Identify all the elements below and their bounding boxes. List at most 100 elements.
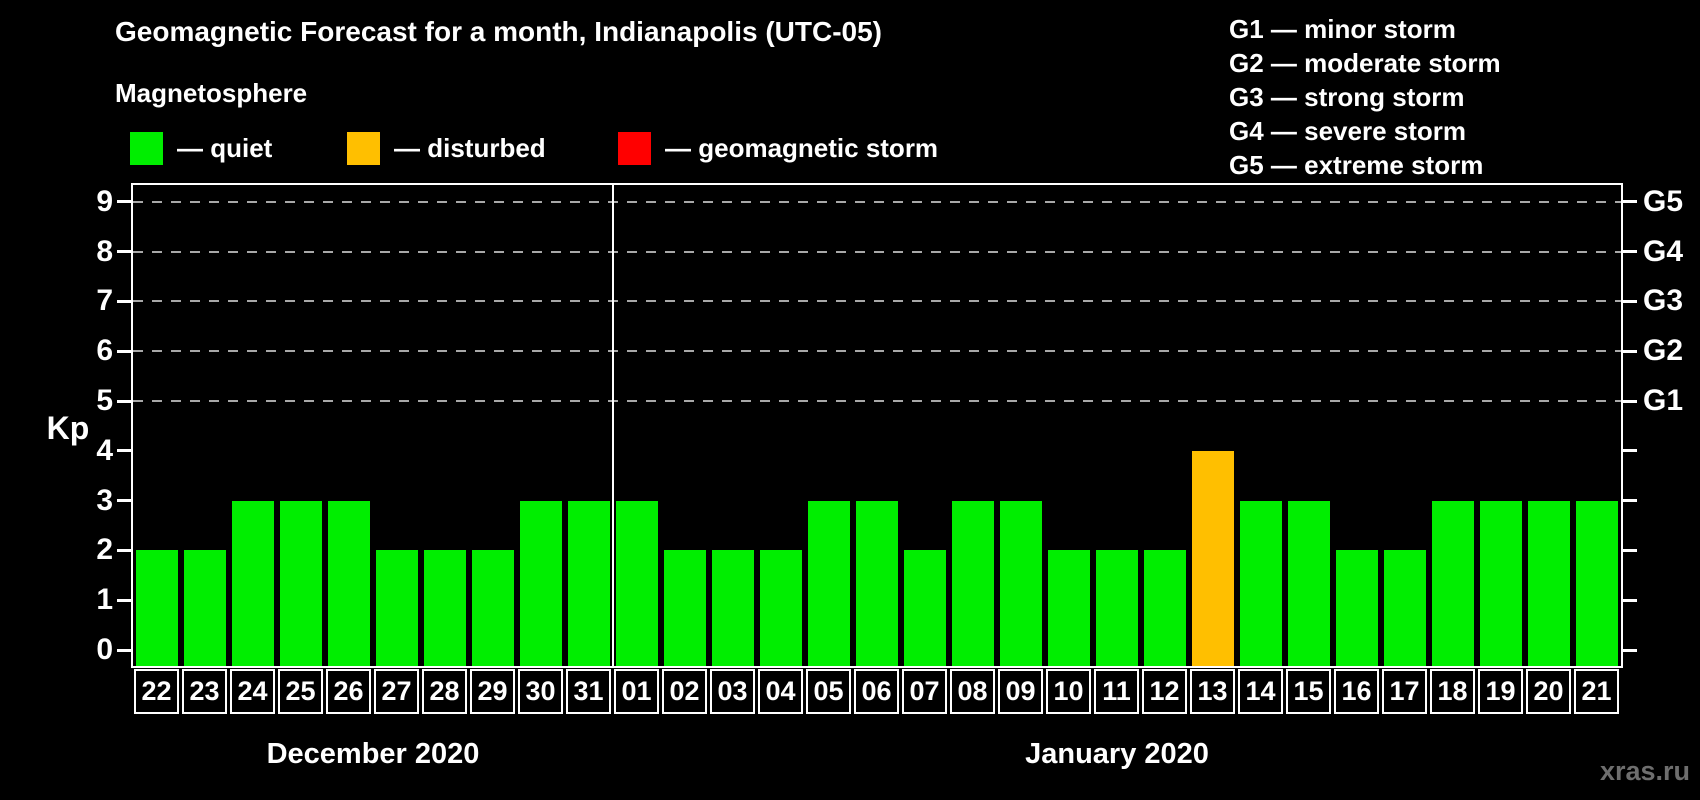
chart-subtitle: Magnetosphere (115, 78, 308, 108)
gridline-kp8 (133, 250, 1621, 253)
g-scale-legend-line: G3 — strong storm (1229, 82, 1465, 112)
g-level-label: G3 (1643, 284, 1684, 318)
kp-bar-day-17 (1384, 550, 1426, 666)
y-axis-tick (117, 499, 131, 503)
g-level-label: G5 (1643, 184, 1684, 218)
kp-bar-day-23 (184, 550, 226, 666)
day-label-cell: 10 (1046, 669, 1091, 714)
right-axis-tick (1623, 250, 1637, 254)
right-axis-tick (1623, 349, 1637, 353)
kp-bar-day-31 (568, 500, 610, 666)
legend-item-disturbed: — disturbed (347, 131, 546, 165)
right-axis-tick (1623, 299, 1637, 303)
day-label-cell: 12 (1142, 669, 1187, 714)
kp-bar-day-25 (280, 500, 322, 666)
g-level-label: G4 (1643, 234, 1684, 268)
day-label-cell: 28 (422, 669, 467, 714)
kp-bar-day-20 (1528, 500, 1570, 666)
day-label-cell: 27 (374, 669, 419, 714)
kp-bar-day-01 (616, 500, 658, 666)
kp-bar-day-05 (808, 500, 850, 666)
day-label-cell: 07 (902, 669, 947, 714)
day-label-cell: 29 (470, 669, 515, 714)
y-axis-tick (117, 250, 131, 254)
month-label: December 2020 (266, 738, 480, 770)
kp-bar-day-30 (520, 500, 562, 666)
right-axis-tick (1623, 598, 1637, 602)
kp-bar-day-10 (1048, 550, 1090, 666)
kp-bar-day-22 (136, 550, 178, 666)
legend-label-storm: — geomagnetic storm (665, 133, 939, 163)
day-label-cell: 25 (278, 669, 323, 714)
quiet-color-swatch (130, 131, 163, 165)
kp-bar-day-29 (472, 550, 514, 666)
y-axis-tick (117, 349, 131, 353)
day-label-cell: 19 (1478, 669, 1523, 714)
kp-bar-day-07 (904, 550, 946, 666)
day-label-cell: 09 (998, 669, 1043, 714)
right-axis-tick (1623, 449, 1637, 453)
day-label-cell: 20 (1526, 669, 1571, 714)
y-tick-label: 2 (96, 533, 113, 567)
right-axis-tick (1623, 548, 1637, 552)
right-axis-tick (1623, 399, 1637, 403)
gridline-kp6 (133, 350, 1621, 353)
month-label: January 2020 (1025, 738, 1209, 770)
day-label-cell: 04 (758, 669, 803, 714)
g-scale-legend-line: G1 — minor storm (1229, 14, 1456, 44)
gridline-kp9 (133, 200, 1621, 203)
day-label-cell: 11 (1094, 669, 1139, 714)
g-scale-legend: G1 — minor storm G2 — moderate storm G3 … (1229, 12, 1501, 182)
y-tick-label: 1 (96, 583, 113, 617)
legend-label-disturbed: — disturbed (394, 133, 546, 163)
right-axis-tick (1623, 200, 1637, 204)
y-tick-label: 7 (96, 284, 113, 318)
day-label-cell: 30 (518, 669, 563, 714)
kp-bar-day-13 (1192, 450, 1234, 666)
y-axis-tick (117, 299, 131, 303)
kp-bar-day-08 (952, 500, 994, 666)
legend-item-quiet: — quiet (130, 131, 272, 165)
day-label-cell: 22 (134, 669, 179, 714)
y-tick-label: 8 (96, 234, 113, 268)
y-tick-label: 6 (96, 334, 113, 368)
y-axis-label: Kp (46, 410, 90, 446)
g-level-label: G1 (1643, 384, 1684, 417)
day-label-cell: 16 (1334, 669, 1379, 714)
kp-bar-day-02 (664, 550, 706, 666)
g-scale-legend-line: G5 — extreme storm (1229, 150, 1484, 180)
g-level-label: G2 (1643, 334, 1684, 368)
legend-label-quiet: — quiet (177, 133, 273, 163)
y-axis-tick (117, 399, 131, 403)
y-tick-label: 5 (96, 384, 113, 417)
kp-bar-day-21 (1576, 500, 1618, 666)
gridline-kp7 (133, 300, 1621, 303)
right-axis-tick (1623, 499, 1637, 503)
kp-bar-day-03 (712, 550, 754, 666)
y-axis-tick (117, 648, 131, 652)
g-scale-legend-line: G2 — moderate storm (1229, 48, 1501, 78)
kp-bar-day-19 (1480, 500, 1522, 666)
day-label-cell: 13 (1190, 669, 1235, 714)
watermark: xras.ru (1599, 756, 1690, 786)
gridline-kp5 (133, 400, 1621, 402)
day-label-cell: 17 (1382, 669, 1427, 714)
day-label-cell: 03 (710, 669, 755, 714)
day-label-cell: 21 (1574, 669, 1619, 714)
day-label-cell: 05 (806, 669, 851, 714)
kp-bar-day-16 (1336, 550, 1378, 666)
day-label-cell: 18 (1430, 669, 1475, 714)
day-label-cell: 06 (854, 669, 899, 714)
day-label-cell: 02 (662, 669, 707, 714)
day-label-cell: 24 (230, 669, 275, 714)
chart-title: Geomagnetic Forecast for a month, Indian… (115, 16, 882, 47)
day-label-cell: 08 (950, 669, 995, 714)
kp-bar-day-09 (1000, 500, 1042, 666)
kp-bar-day-11 (1096, 550, 1138, 666)
day-label-cell: 01 (614, 669, 659, 714)
y-tick-label: 3 (96, 483, 113, 517)
y-tick-label: 0 (96, 633, 113, 666)
day-label-cell: 23 (182, 669, 227, 714)
kp-bar-day-24 (232, 500, 274, 666)
